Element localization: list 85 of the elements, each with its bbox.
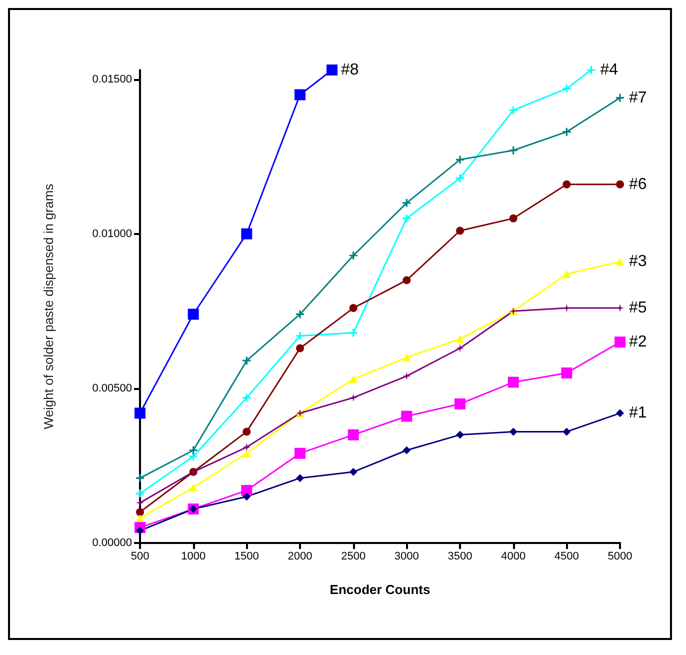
x-tick-label: 2000 (288, 550, 312, 562)
point (349, 468, 358, 476)
point (296, 344, 304, 352)
series-label: #2 (629, 334, 647, 351)
y-tick-label: 0.01500 (92, 73, 132, 86)
point (242, 428, 251, 436)
series-label: #4 (600, 62, 618, 78)
point (136, 526, 144, 535)
point (587, 66, 596, 74)
point (456, 156, 464, 164)
y-tick-label: 0.00500 (92, 382, 132, 394)
series-label: #8 (341, 62, 359, 78)
point (348, 429, 359, 440)
x-tick-label: 1000 (181, 550, 206, 562)
point (402, 214, 411, 222)
series-label: #6 (629, 176, 647, 193)
point (401, 410, 412, 422)
point (402, 446, 411, 454)
point (456, 334, 464, 343)
point (402, 198, 411, 207)
point (296, 474, 304, 482)
point (349, 375, 358, 384)
x-tick-label: 3500 (448, 550, 472, 562)
series-label: #5 (629, 300, 647, 317)
point (456, 344, 464, 352)
point (242, 492, 251, 501)
point (242, 394, 251, 402)
point (454, 398, 466, 410)
x-tick-label: 4000 (501, 550, 526, 562)
x-tick-label: 500 (130, 550, 150, 562)
point (136, 508, 144, 516)
point (562, 84, 571, 93)
point (456, 226, 464, 235)
point (241, 228, 252, 240)
point (189, 483, 198, 492)
point (562, 270, 571, 278)
point (296, 332, 304, 340)
point (509, 428, 518, 436)
x-axis-title: Encoder Counts (330, 582, 430, 597)
point (616, 409, 624, 418)
point (509, 146, 518, 154)
x-tick-label: 4500 (554, 550, 579, 562)
point (136, 490, 144, 498)
point (242, 443, 251, 452)
point (509, 214, 518, 222)
point (562, 180, 571, 188)
x-tick-label: 2500 (341, 550, 366, 562)
point (242, 449, 251, 458)
point (616, 258, 624, 266)
point (294, 89, 306, 100)
point (616, 94, 624, 102)
point (456, 174, 464, 182)
point (508, 376, 519, 388)
point (402, 276, 411, 284)
x-tick-label: 1500 (234, 550, 259, 562)
point (188, 308, 199, 320)
series-label: #7 (629, 89, 647, 106)
point (136, 474, 144, 482)
point (402, 372, 411, 380)
point (456, 430, 464, 439)
x-tick-label: 5000 (608, 550, 632, 562)
x-tick-label: 3000 (394, 550, 419, 562)
point (242, 356, 251, 365)
y-tick-label: 0.00000 (92, 537, 132, 549)
point (326, 64, 338, 76)
point (349, 328, 358, 337)
point (616, 180, 624, 188)
point (562, 128, 571, 136)
y-axis-title: Weight of solder paste dispensed in grams (41, 183, 56, 430)
point (189, 446, 198, 454)
point (349, 394, 358, 402)
point (294, 448, 306, 459)
series-label: #1 (629, 404, 647, 422)
point (402, 354, 411, 362)
point (349, 304, 358, 312)
point (134, 408, 146, 419)
y-tick-label: 0.01000 (92, 228, 132, 240)
point (562, 428, 571, 436)
point (349, 251, 358, 260)
point (136, 498, 144, 507)
point (296, 310, 304, 318)
point (614, 336, 626, 348)
series-label: #3 (629, 253, 647, 270)
point (561, 367, 572, 378)
point (509, 106, 518, 114)
